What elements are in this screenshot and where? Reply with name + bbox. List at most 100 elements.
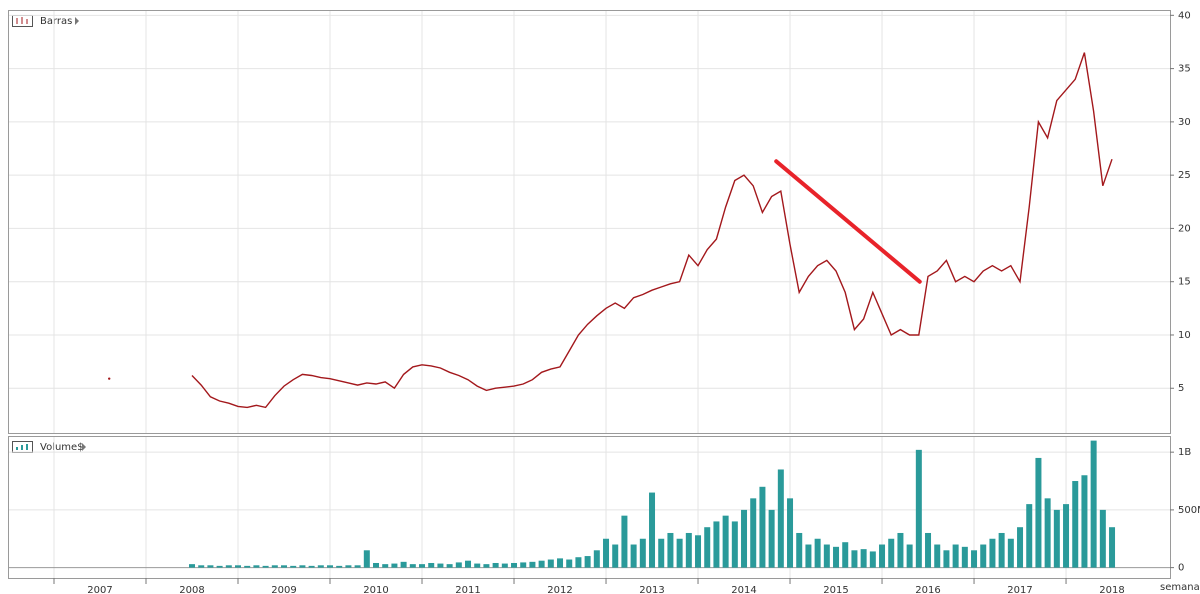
x-tick-label: 2015 <box>823 585 848 594</box>
volume-bar <box>685 532 692 568</box>
volume-bar <box>253 565 260 568</box>
volume-bar <box>547 559 554 568</box>
y-tick-label: 30 <box>1178 117 1191 128</box>
trend-line <box>774 159 922 284</box>
y-tick-label: 5 <box>1178 383 1184 394</box>
volume-bar <box>639 538 646 568</box>
volume-bar <box>805 544 812 568</box>
volume-bar <box>915 449 922 568</box>
volume-bar <box>538 560 545 568</box>
volume-bar <box>290 565 297 568</box>
volume-bar <box>768 509 775 568</box>
volume-bar <box>216 565 223 568</box>
x-tick-label: 2012 <box>547 585 572 594</box>
volume-bar <box>971 550 978 568</box>
volume-bar <box>382 564 389 568</box>
volume-bar <box>1099 509 1106 568</box>
volume-bar <box>492 562 499 568</box>
volume-bar <box>1090 440 1097 568</box>
volume-bar <box>465 560 472 568</box>
volume-bar <box>299 565 306 568</box>
volume-bar <box>1026 504 1033 568</box>
y-tick-label: 20 <box>1178 223 1191 234</box>
volume-bar <box>952 544 959 568</box>
volume-bar <box>455 562 462 568</box>
x-tick-label: 2016 <box>915 585 940 594</box>
volume-bar <box>327 565 334 568</box>
volume-bar <box>336 565 343 568</box>
volume-bar <box>879 544 886 568</box>
volume-bar <box>612 544 619 568</box>
volume-bar <box>409 564 416 568</box>
volume-bar <box>345 565 352 568</box>
volume-bar <box>906 544 913 568</box>
volume-bar <box>658 538 665 568</box>
volume-bar <box>713 521 720 568</box>
volume-bar <box>1081 475 1088 568</box>
volume-bar <box>833 546 840 568</box>
volume-bar <box>630 544 637 568</box>
volume-bar <box>400 561 407 568</box>
volume-bar <box>1072 481 1079 568</box>
volume-bar <box>419 564 426 568</box>
volume-bar <box>584 556 591 568</box>
volume-bar <box>704 527 711 568</box>
volume-bar <box>317 565 324 568</box>
volume-bar <box>1007 538 1014 568</box>
volume-bar <box>483 564 490 568</box>
volume-bar <box>1044 498 1051 568</box>
volume-bar <box>934 544 941 568</box>
volume-bar <box>787 498 794 568</box>
volume-bar <box>722 515 729 568</box>
volume-bar <box>649 492 656 568</box>
volume-legend[interactable]: Volume$ <box>12 441 87 454</box>
volume-bar <box>235 565 242 568</box>
volume-bar <box>511 562 518 568</box>
volume-bar <box>695 535 702 568</box>
price-icon-bars <box>16 17 28 24</box>
volume-bar <box>262 565 269 568</box>
volume-bar <box>869 551 876 568</box>
x-tick-label: 2018 <box>1099 585 1124 594</box>
volume-bar <box>741 509 748 568</box>
volume-bar <box>925 532 932 568</box>
volume-bar <box>943 550 950 568</box>
y-tick-label: 1B <box>1178 447 1191 458</box>
volume-panel-label: Volume$ <box>40 442 84 453</box>
volume-bar <box>437 563 444 568</box>
volume-bar <box>308 565 315 568</box>
volume-bar <box>777 469 784 568</box>
volume-bar <box>998 532 1005 568</box>
volume-bar <box>281 565 288 568</box>
volume-bar <box>860 549 867 568</box>
volume-bar <box>501 563 508 568</box>
volume-bar <box>823 544 830 568</box>
x-tick-label: 2009 <box>271 585 296 594</box>
x-tick-label: 2017 <box>1007 585 1032 594</box>
volume-bar <box>529 561 536 568</box>
x-tick-label: 2014 <box>731 585 756 594</box>
price-line <box>191 52 1113 409</box>
y-tick-label: 0 <box>1178 563 1184 574</box>
volume-bar <box>897 532 904 568</box>
volume-icon-bars <box>16 444 28 450</box>
volume-bar <box>520 562 527 568</box>
price-arrow <box>75 17 79 25</box>
y-tick-label: 35 <box>1178 64 1191 75</box>
volume-bar <box>474 563 481 568</box>
x-axis-label: semana - <box>1160 582 1200 593</box>
x-tick-label: 2010 <box>363 585 388 594</box>
volume-bar <box>980 544 987 568</box>
volume-bar <box>557 558 564 568</box>
volume-bar <box>1063 504 1070 568</box>
volume-bar <box>851 550 858 568</box>
volume-bar <box>676 538 683 568</box>
volume-bar <box>225 565 232 568</box>
volume-bar <box>814 538 821 568</box>
volume-bar <box>391 563 398 568</box>
volume-bar <box>961 546 968 568</box>
y-tick-label: 15 <box>1178 277 1191 288</box>
y-tick-label: 500M <box>1178 505 1200 516</box>
price-legend[interactable]: Barras <box>12 15 80 28</box>
